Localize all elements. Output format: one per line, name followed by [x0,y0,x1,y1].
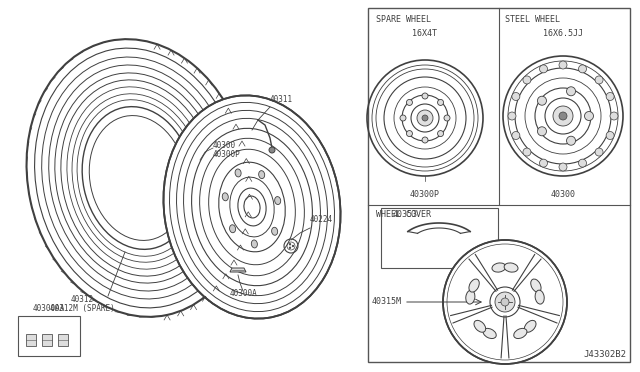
Text: 40300P: 40300P [213,150,241,159]
Text: 40353: 40353 [393,210,418,219]
Text: 40311: 40311 [270,95,293,104]
Circle shape [443,240,567,364]
Circle shape [438,131,444,137]
Ellipse shape [474,320,486,332]
Ellipse shape [531,279,541,292]
Circle shape [289,243,291,245]
Circle shape [501,298,509,306]
Circle shape [595,148,603,156]
Circle shape [495,292,515,312]
Circle shape [438,99,444,105]
Circle shape [292,245,294,247]
Circle shape [610,112,618,120]
Circle shape [422,93,428,99]
Text: 16X6.5JJ: 16X6.5JJ [543,29,583,38]
Ellipse shape [271,227,278,235]
Circle shape [595,76,603,84]
Text: 40300AA: 40300AA [33,304,65,313]
Circle shape [422,137,428,143]
Circle shape [512,132,520,140]
Text: STEEL WHEEL: STEEL WHEEL [505,15,560,24]
Circle shape [579,65,586,73]
Circle shape [512,93,520,100]
Bar [18,316,80,356]
Text: J43302B2: J43302B2 [583,350,626,359]
Circle shape [289,247,291,248]
Circle shape [566,136,575,145]
Ellipse shape [535,290,544,304]
Ellipse shape [469,279,479,292]
Circle shape [269,147,275,153]
Circle shape [559,112,567,120]
Ellipse shape [466,290,475,304]
Circle shape [417,110,433,126]
Circle shape [422,115,428,121]
Text: SPARE WHEEL: SPARE WHEEL [376,15,431,24]
Text: 40300A: 40300A [229,289,257,298]
Ellipse shape [504,263,518,272]
Ellipse shape [230,225,236,233]
Circle shape [584,112,593,121]
Circle shape [540,159,547,167]
Circle shape [559,61,567,69]
Text: 40300P: 40300P [410,190,440,199]
Ellipse shape [524,320,536,332]
Ellipse shape [275,196,281,205]
Polygon shape [230,268,246,272]
Ellipse shape [252,240,257,248]
Ellipse shape [222,193,228,201]
Ellipse shape [492,263,506,272]
Ellipse shape [483,328,496,339]
Circle shape [538,96,547,105]
Circle shape [444,115,450,121]
Circle shape [523,76,531,84]
Bar [368,8,630,362]
Polygon shape [58,334,68,346]
Circle shape [523,148,531,156]
Text: WHEEL COVER: WHEEL COVER [376,210,431,219]
Circle shape [508,112,516,120]
Text: 40224: 40224 [310,215,333,224]
Text: 16X4T: 16X4T [413,29,438,38]
Circle shape [606,132,614,140]
Ellipse shape [163,95,340,318]
Circle shape [400,115,406,121]
Ellipse shape [259,171,265,179]
Polygon shape [42,334,52,346]
Text: 40300: 40300 [213,141,236,150]
Bar [381,208,498,268]
Polygon shape [26,334,36,346]
Ellipse shape [514,328,527,339]
Circle shape [538,127,547,136]
Text: 40315M: 40315M [372,297,402,306]
Circle shape [540,65,547,73]
Text: 40300: 40300 [550,190,575,199]
Circle shape [559,163,567,171]
Circle shape [553,106,573,126]
Text: 40312M (SPARE): 40312M (SPARE) [50,304,115,313]
Circle shape [406,131,412,137]
Circle shape [566,87,575,96]
Circle shape [579,159,586,167]
Ellipse shape [235,169,241,177]
Text: 40312: 40312 [70,295,93,304]
Circle shape [606,93,614,100]
Circle shape [406,99,412,105]
